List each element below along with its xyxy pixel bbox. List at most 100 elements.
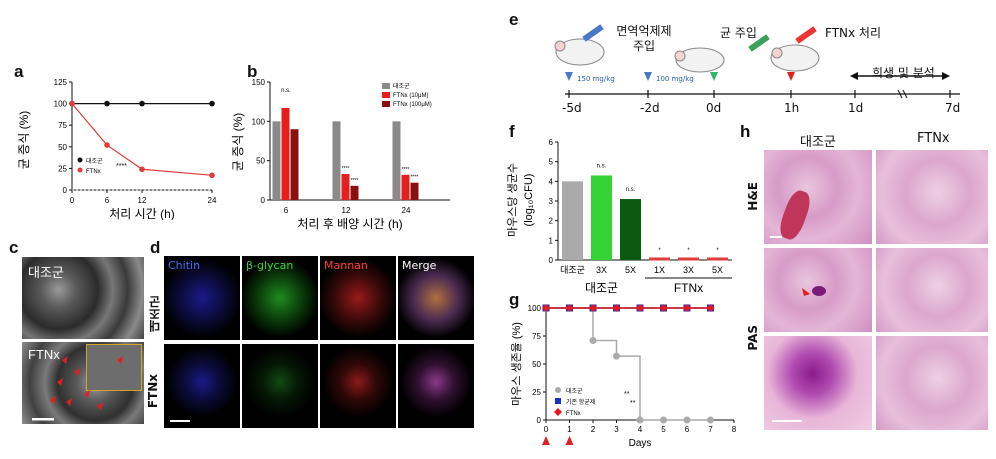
significance-label: **** [116,163,127,170]
data-point [589,304,597,312]
x-axis-label: 처리 시간 (h) [109,207,175,220]
syringe-icon-1 [582,24,604,42]
histology-col-ftnx: FTNx [917,131,950,146]
significance-label: n.s. [597,163,607,169]
y-tick-label: 4 [549,177,554,186]
glycan-control: β-glycan [242,256,318,340]
legend-marker [555,387,561,393]
group-label-control: 대조군 [585,281,618,295]
step-ftnx-label: FTNx 처리 [825,26,881,40]
x-tick-label: 3X [596,265,607,275]
panel-letter-c: c [9,238,19,257]
data-point [636,416,644,424]
data-point [565,304,574,312]
y-tick-label: 75 [58,121,67,130]
treatment-marker [565,436,574,445]
legend-marker [554,408,562,416]
mannan-control: Mannan [320,256,396,340]
fungal-focus [812,286,826,296]
glycan-ftnx [242,344,318,428]
col-label-chitin: Chitin [168,259,201,272]
pas-control-zoom [764,336,872,430]
bar [401,174,410,200]
mouse-icon-2 [674,47,725,73]
legend-marker [555,398,561,404]
x-tick-label: 12 [342,206,351,215]
x-tick-label: 0 [70,196,75,205]
marker-day0 [710,72,718,81]
bar [290,129,299,200]
fluorescence-grid: 대조군 FTNx Chitin β-glycan Mannan Merge [146,256,476,428]
syringe-icon-2 [748,34,770,52]
panel-letter-a: a [14,62,24,81]
legend-label: 대조군 [86,157,103,165]
legend-swatch [382,92,390,98]
bar [281,107,290,200]
data-point [209,100,215,107]
chart-f: 0 1 2 3 4 5 6 마우스당 생균수 (log₁₀CFU) 대조군 3X n.s. 5X n.s.… [506,138,732,295]
y-tick-label: 2 [549,217,554,226]
time-label-minus2d: -2d [640,101,660,115]
x-tick-label: 0 [544,425,549,434]
y-axis-label: 마우스 생존율 (%) [510,322,523,406]
y-tick-label: 0 [537,416,542,425]
y-tick-label: 50 [58,143,67,152]
data-point [683,416,691,424]
x-tick-label: 5X [625,265,636,275]
significance-label: **** [411,175,419,181]
marker-hour1 [787,72,795,81]
time-label-1h: 1h [784,101,800,115]
significance-label: n.s. [626,187,636,193]
panel-letter-f: f [509,122,515,141]
significance-label: * [658,248,661,254]
col-label-mannan: Mannan [324,259,368,272]
y-tick-label: 125 [54,78,68,87]
x-tick-label: 24 [208,196,217,205]
panel-letter-g: g [509,290,520,309]
bar [591,175,612,260]
time-label-minus5d: -5d [562,101,582,115]
significance-label: **** [402,167,410,173]
data-point [613,352,620,360]
arrow-icon [802,288,810,296]
y-tick-label: 6 [549,138,554,147]
x-tick-label: 8 [732,425,737,434]
histology-row-he: H&E [746,182,760,211]
col-label-merge: Merge [402,259,437,272]
y-tick-label: 0 [549,256,554,265]
sem-label-control: 대조군 [28,265,64,280]
panel-letter-b: b [247,62,258,81]
dose-label-2: 100 mg/kg [656,75,694,83]
x-tick-label: 3X [683,265,694,275]
data-point [683,304,691,312]
mouse-icon-1 [554,38,605,66]
y-tick-label: 50 [532,360,541,369]
y-axis-label: 균 증식 (%) [231,113,245,171]
data-point [636,304,644,312]
chart-g: 0 25 50 75 100 0 1 2 3 4 5 6 7 8 마우스 생존율 (%) Days 대조군기존 … [510,304,737,449]
chart-b: 0 50 100 150 균 증식 (%) 처리 후 배양 시간 (h) 6 12 24 n.s.… [231,78,450,231]
scale-bar [32,418,54,421]
significance-label: * [687,248,690,254]
y-tick-label: 25 [532,388,541,397]
x-tick-label: 5X [712,265,723,275]
bar [620,199,641,260]
step-fungus-label: 균 주입 [720,26,757,40]
significance-label: * [716,248,719,254]
sem-inset [86,344,142,391]
merge-ftnx [398,344,474,428]
x-tick-label: 4 [638,425,643,434]
legend-label: FTNx (10μM) [393,93,428,99]
legend-label: FTNx [566,411,581,417]
data-point [104,142,110,148]
series-line [71,103,213,176]
x-tick-label: 2 [591,425,596,434]
y-tick-label: 3 [549,197,554,206]
sem-arrows [32,356,123,421]
he-ftnx [876,150,988,244]
merge-control: Merge [398,256,474,340]
pas-ftnx [876,248,988,332]
data-point [706,304,715,312]
y-tick-label: 50 [256,157,265,166]
x-tick-label: 7 [708,425,713,434]
